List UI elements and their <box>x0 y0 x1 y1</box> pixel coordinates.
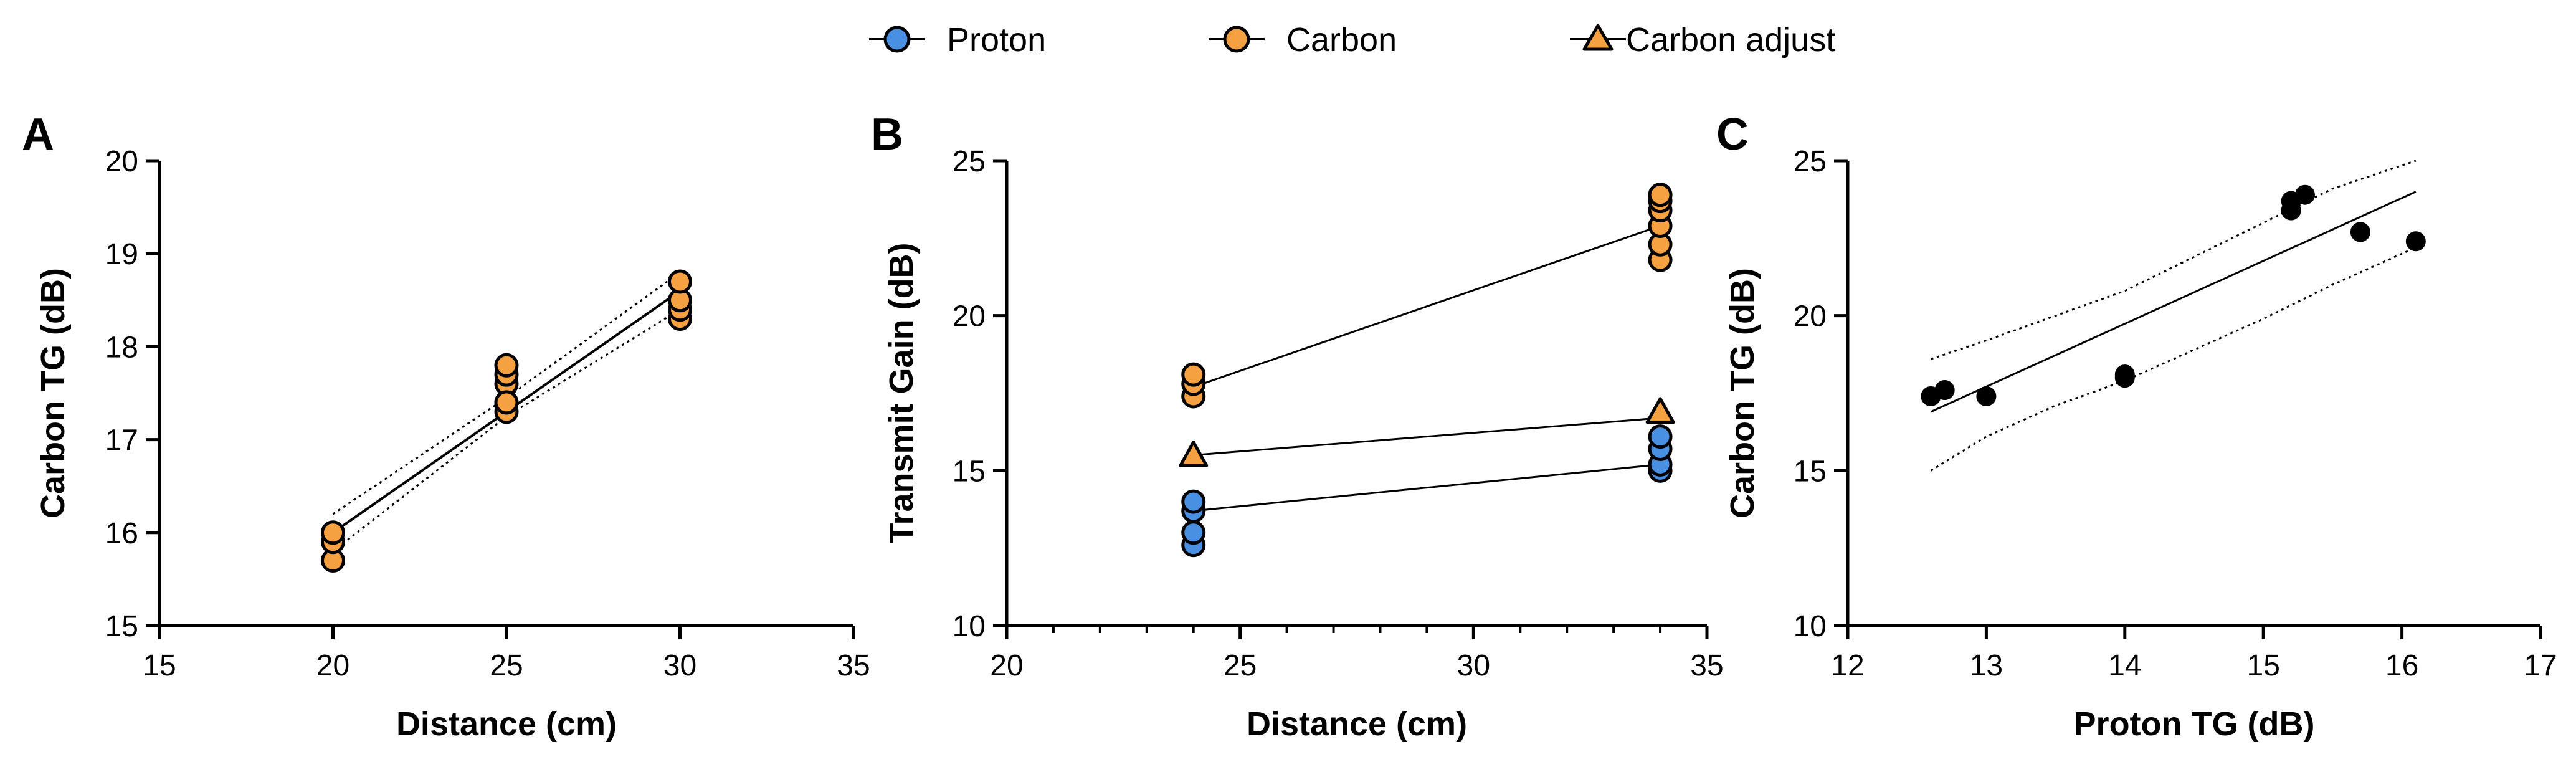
panel-c-point-data <box>2350 222 2370 242</box>
panel-c-point-data <box>1934 380 1955 401</box>
panel-a-plot <box>321 269 692 573</box>
panel-a-point-carbon <box>321 520 345 545</box>
panel-a-x-tick-label: 30 <box>663 649 696 682</box>
panel-c-point-data <box>2405 231 2426 252</box>
panel-c-x-tick-label: 12 <box>1831 649 1864 682</box>
panel-b-point-carbon <box>1648 183 1673 207</box>
panel-c-y-tick-label: 10 <box>1794 610 1827 643</box>
legend-marker-proton <box>883 26 911 53</box>
panel-c-x-tick-label: 13 <box>1970 649 2003 682</box>
panel-c-x-tick-label: 15 <box>2247 649 2280 682</box>
panel-b-plot <box>1179 183 1675 558</box>
panel-letter-b: B <box>871 110 903 160</box>
panel-b-x-tick-label: 30 <box>1457 649 1490 682</box>
legend-marker-carbon <box>1223 26 1250 53</box>
legend-item-carbon: Carbon <box>1209 21 1397 59</box>
panel-c-x-tick-label: 14 <box>2108 649 2141 682</box>
panel-a-y-tick-label: 20 <box>105 145 138 178</box>
panel-a-point-carbon <box>494 353 519 378</box>
panel-a-y-tick-label: 16 <box>105 517 138 550</box>
panel-c-ci-lower <box>1930 246 2417 472</box>
legend: Proton Carbon Carbon adjust <box>869 21 1835 59</box>
panel-b-point-proton <box>1648 424 1673 449</box>
panel-b-fit-proton <box>1193 463 1661 512</box>
panel-a-y-label: Carbon TG (dB) <box>34 268 72 518</box>
panel-c-x-tick-label: 17 <box>2524 649 2557 682</box>
panel-b-y-tick-label: 15 <box>953 455 986 488</box>
panel-a-x-tick-label: 35 <box>837 649 870 682</box>
panel-a-y-tick-label: 15 <box>105 610 138 643</box>
panel-b-fit-carbon <box>1193 225 1661 388</box>
panel-a-y-tick-label: 19 <box>105 238 138 271</box>
panel-b-y-tick-label: 25 <box>953 145 986 178</box>
panel-b-x-tick-label: 20 <box>990 649 1023 682</box>
panel-a-y-tick-label: 17 <box>105 424 138 457</box>
panel-b-y-label: Transmit Gain (dB) <box>883 242 920 543</box>
legend-marker-carbon-adjust <box>1582 24 1614 51</box>
panel-a-x-label: Distance (cm) <box>396 705 617 743</box>
panel-a-ticks: 15 20 25 30 35 15 16 17 18 19 20 <box>105 145 870 682</box>
legend-item-proton: Proton <box>869 21 1046 59</box>
panel-b-ticks: 20 25 30 35 10 15 20 25 <box>953 145 1724 682</box>
panel-a-point-carbon <box>494 390 519 415</box>
panel-a: A 15 20 25 30 35 15 16 17 18 19 20 Distance (cm) C… <box>22 110 870 743</box>
panel-c-plot <box>1921 160 2426 472</box>
panel-b-y-tick-label: 10 <box>953 610 986 643</box>
panel-b-point-proton <box>1181 489 1206 514</box>
panel-c-point-data <box>1976 386 1997 406</box>
panel-b-point-carbon <box>1181 362 1206 387</box>
panel-c: C 12 13 14 15 16 17 10 15 20 25 Proton TG (dB) Ca… <box>1716 110 2557 743</box>
panel-a-x-tick-label: 15 <box>143 649 176 682</box>
legend-label-proton: Proton <box>947 21 1046 59</box>
panel-b-point-proton <box>1181 520 1206 545</box>
panel-c-x-label: Proton TG (dB) <box>2074 705 2315 743</box>
panel-a-x-tick-label: 20 <box>316 649 349 682</box>
panel-b-point-carbon-adjust <box>1645 397 1675 424</box>
panel-c-point-data <box>2114 364 2135 385</box>
legend-label-carbon-adjust: Carbon adjust <box>1626 21 1835 59</box>
panel-c-y-tick-label: 15 <box>1794 455 1827 488</box>
panel-c-y-label: Carbon TG (dB) <box>1724 268 1761 518</box>
panel-b-x-label: Distance (cm) <box>1247 705 1467 743</box>
panel-c-ci-upper <box>1930 160 2417 360</box>
panel-c-y-tick-label: 20 <box>1794 300 1827 333</box>
panel-c-point-data <box>2294 184 2315 205</box>
panel-b-point-carbon-adjust <box>1179 440 1209 467</box>
panel-b-x-tick-label: 35 <box>1690 649 1723 682</box>
panel-letter-c: C <box>1716 110 1749 160</box>
panel-a-ci-lower <box>332 308 681 552</box>
legend-label-carbon: Carbon <box>1286 21 1397 59</box>
panel-c-ticks: 12 13 14 15 16 17 10 15 20 25 <box>1794 145 2557 682</box>
panel-c-fit-line <box>1930 191 2417 413</box>
panel-c-x-tick-label: 16 <box>2385 649 2418 682</box>
panel-b: B 20 25 30 35 10 15 20 25 Distance (cm) Transmi… <box>871 110 1724 743</box>
panel-a-y-tick-label: 18 <box>105 331 138 364</box>
panel-c-y-tick-label: 25 <box>1794 145 1827 178</box>
panel-b-fit-carbon-adjust <box>1193 417 1661 456</box>
panel-a-ci-upper <box>332 271 681 515</box>
panel-b-x-tick-label: 25 <box>1224 649 1257 682</box>
panel-a-x-tick-label: 25 <box>490 649 523 682</box>
panel-b-y-tick-label: 20 <box>953 300 986 333</box>
panel-letter-a: A <box>22 110 54 160</box>
legend-item-carbon-adjust: Carbon adjust <box>1570 21 1835 59</box>
panel-a-point-carbon <box>668 269 692 294</box>
